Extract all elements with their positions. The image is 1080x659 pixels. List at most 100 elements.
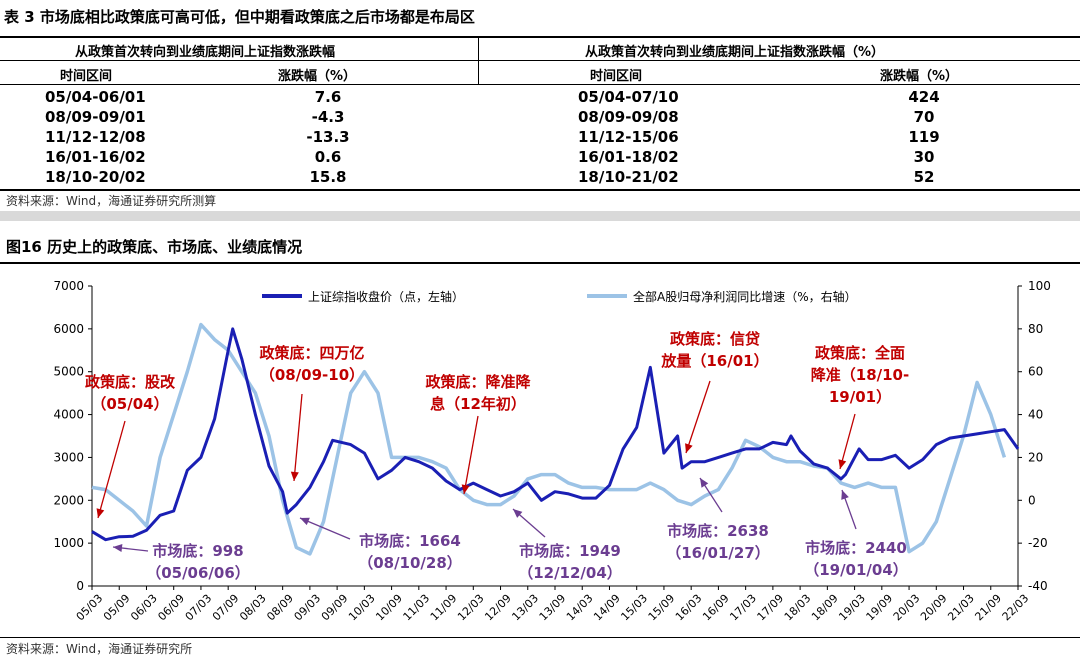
right-row-change: 70 [913,108,935,126]
legend-profit-label: 全部A股归母净利润同比增速（%，右轴） [633,289,857,304]
policy-bottom-arrow-head [838,459,847,469]
right-row-change: 52 [913,168,935,186]
market-bottom-label: （16/01/27） [666,544,770,562]
index-close-series [91,327,1020,542]
right-row-period: 11/12-15/06 [578,128,679,146]
x-tick-label: 21/09 [972,592,1004,624]
policy-bottom-arrow-line [463,415,479,495]
x-tick-label: 09/09 [319,592,351,624]
x-tick-label: 17/09 [755,592,787,624]
policy-bottom-label: 政策底：股改 [85,373,176,391]
right-tick-label: 0 [1028,493,1036,507]
x-tick-label: 08/03 [237,592,269,624]
figure-source: 资料来源：Wind，海通证券研究所 [6,642,193,656]
right-row-change: 30 [913,148,935,166]
legend-index-label: 上证综指收盘价（点，左轴） [308,289,464,304]
x-tick-label: 10/03 [346,592,378,624]
figure-bottom-rule [0,637,1080,638]
right-col-change: 涨跌幅（%） [880,69,959,84]
x-tick-label: 07/03 [183,592,215,624]
left-row-change: 7.6 [314,88,342,106]
right-group-header: 从政策首次转向到业绩底期间上证指数涨跌幅（%） [585,45,885,60]
x-tick-label: 05/03 [74,592,106,624]
right-row-change: 424 [908,88,940,106]
x-tick-label: 07/09 [210,592,242,624]
market-bottom-arrow-line [299,517,351,540]
right-tick-label: -20 [1028,536,1048,550]
line-chart: 0 1000 2000 3000 4000 5000 6000 7000 -40 -20 0 20 40… [53,279,1050,624]
market-bottom-label: 市场底：2440 [805,539,907,557]
x-tick-label: 22/03 [1000,592,1032,624]
x-tick-label: 20/09 [918,592,950,624]
table-bottom-rule [0,189,1080,191]
x-tick-label: 20/03 [891,592,923,624]
left-tick-label: 4000 [53,408,84,422]
market-bottom-arrow-head [700,478,709,488]
right-tick-label: 60 [1028,365,1043,379]
header-rule [0,60,1080,61]
policy-bottom-label: 降准（18/10- [811,366,909,384]
left-row-period: 08/09-09/01 [45,108,146,126]
right-tick-label: 80 [1028,322,1043,336]
right-row-period: 18/10-21/02 [578,168,679,186]
left-col-period: 时间区间 [60,69,113,84]
figure-title: 图16 历史上的政策底、市场底、业绩底情况 [6,238,303,256]
x-tick-label: 18/09 [809,592,841,624]
policy-bottom-label: 政策底：信贷 [670,330,760,348]
policy-bottom-label: 19/01） [829,388,891,406]
left-row-change: 15.8 [309,168,347,186]
market-bottom-label: 市场底：2638 [667,522,769,540]
left-row-change: -13.3 [306,128,350,146]
right-tick-label: 40 [1028,408,1043,422]
market-bottom-arrow-head [113,544,123,552]
right-row-change: 119 [908,128,940,146]
column-divider [478,38,479,84]
subheader-rule [0,84,1080,85]
left-tick-label: 2000 [53,493,84,507]
table-title: 表 3 市场底相比政策底可高可低，但中期看政策底之后市场都是布局区 [4,8,475,26]
left-row-change: 0.6 [314,148,342,166]
x-tick-label: 06/09 [155,592,187,624]
policy-bottom-arrow-head [685,443,693,453]
policy-bottom-label: （08/09-10） [260,366,364,384]
x-tick-label: 15/09 [646,592,678,624]
policy-bottom-label: 息（12年初） [430,395,526,413]
x-tick-label: 16/09 [700,592,732,624]
x-tick-label: 14/03 [564,592,596,624]
x-tick-label: 08/09 [264,592,296,624]
right-row-period: 05/04-07/10 [578,88,679,106]
left-tick-label: 1000 [53,536,84,550]
right-row-period: 08/09-09/08 [578,108,679,126]
table-top-rule [0,36,1080,38]
market-bottom-label: 市场底：1664 [359,532,461,550]
policy-bottom-label: （05/04） [91,395,168,413]
market-bottom-label: （12/12/04） [518,564,622,582]
left-row-period: 16/01-16/02 [45,148,146,166]
left-row-change: -4.3 [311,108,345,126]
right-tick-label: 20 [1028,450,1043,464]
x-tick-label: 13/09 [537,592,569,624]
x-tick-label: 18/03 [782,592,814,624]
x-tick-label: 17/03 [727,592,759,624]
policy-bottom-arrow-head [290,471,299,481]
x-tick-label: 19/09 [864,592,896,624]
market-bottom-label: （05/06/06） [146,564,250,582]
policy-bottom-label: 政策底：全面 [815,344,905,362]
figure-top-rule [0,262,1080,264]
policy-bottom-arrow-head [461,484,470,494]
x-tick-label: 13/03 [509,592,541,624]
x-tick-label: 21/03 [945,592,977,624]
policy-bottom-arrow-line [685,380,711,454]
market-bottom-label: （08/10/28） [358,554,462,572]
market-bottom-arrow-head [513,509,523,518]
policy-bottom-label: 放量（16/01） [660,352,768,370]
right-col-period: 时间区间 [590,69,643,84]
policy-bottom-arrow-line [293,393,303,482]
policy-bottom-label: 政策底：四万亿 [259,344,364,362]
left-tick-label: 3000 [53,450,84,464]
policy-bottom-arrow-head [96,508,105,518]
market-bottom-label: 市场底：998 [152,542,243,560]
right-tick-label: -40 [1028,579,1048,593]
market-bottom-arrow-head [841,490,849,500]
left-tick-label: 6000 [53,322,84,336]
